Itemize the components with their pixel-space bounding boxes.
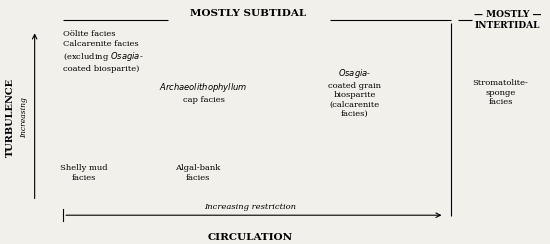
Text: TURBULENCE: TURBULENCE bbox=[6, 78, 14, 157]
Text: — MOSTLY —
INTERTIDAL: — MOSTLY — INTERTIDAL bbox=[474, 10, 542, 30]
Text: $\it{Archaeolithophyllum}$
cap facies: $\it{Archaeolithophyllum}$ cap facies bbox=[160, 81, 248, 104]
Text: CIRCULATION: CIRCULATION bbox=[208, 233, 293, 242]
Text: Increasing: Increasing bbox=[20, 97, 28, 138]
Text: $\it{Osagia}$-
coated grain
biosparite
(calcarenite
facies): $\it{Osagia}$- coated grain biosparite (… bbox=[328, 67, 381, 118]
Text: Shelly mud
facies: Shelly mud facies bbox=[60, 164, 107, 182]
Text: MOSTLY SUBTIDAL: MOSTLY SUBTIDAL bbox=[190, 9, 307, 18]
Text: Increasing restriction: Increasing restriction bbox=[204, 203, 296, 211]
Text: Algal-bank
facies: Algal-bank facies bbox=[175, 164, 221, 182]
Text: Stromatolite-
sponge
facies: Stromatolite- sponge facies bbox=[472, 79, 529, 106]
Text: Oölite facies
Calcarenite facies
(excluding $\it{Osagia}$-
coated biosparite): Oölite facies Calcarenite facies (exclud… bbox=[63, 30, 144, 73]
